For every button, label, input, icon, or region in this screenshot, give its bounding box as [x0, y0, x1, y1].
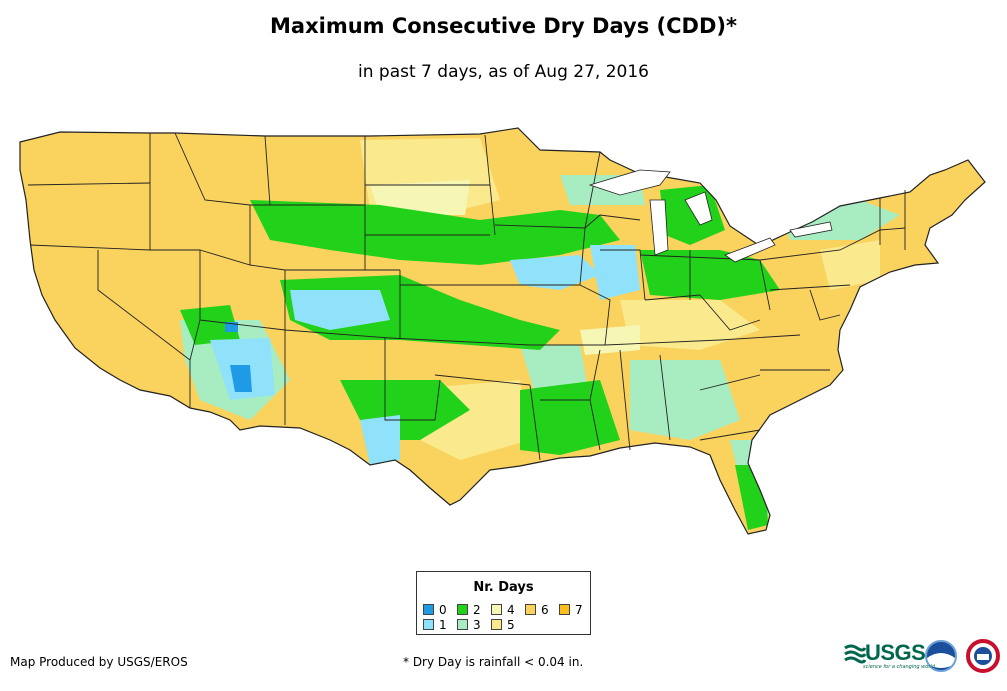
- region-2day-utah: [180, 305, 240, 345]
- region-1day-iowa: [510, 255, 600, 290]
- legend-item-6: 6: [525, 604, 549, 616]
- legend-label: 0: [439, 603, 447, 617]
- legend-label: 6: [541, 603, 549, 617]
- region-5day-pennsylvania: [820, 240, 880, 290]
- state-boundaries: [19, 127, 986, 535]
- legend-swatch: [423, 619, 434, 630]
- map-subtitle: in past 7 days, as of Aug 27, 2016: [358, 62, 649, 82]
- legend-item-7: 7: [559, 604, 583, 616]
- legend-item-0: 0: [423, 604, 447, 616]
- region-5day-kentucky: [620, 300, 760, 350]
- region-1day-sw-texas: [360, 415, 400, 465]
- dry-day-footnote: * Dry Day is rainfall < 0.04 in.: [403, 655, 584, 669]
- great-lakes: [588, 169, 833, 263]
- legend-label: 4: [507, 603, 515, 617]
- map-title: Maximum Consecutive Dry Days (CDD)*: [270, 14, 737, 38]
- legend-item-3: 3: [457, 619, 481, 631]
- nws-logo-icon: [966, 639, 1000, 673]
- lake-huron: [684, 191, 713, 226]
- usgs-logo-text: USGS: [865, 640, 926, 665]
- region-4day-sd: [370, 180, 470, 215]
- region-3day-al: [630, 360, 740, 440]
- region-4day-mo: [580, 325, 640, 355]
- logo-graphics: [844, 639, 1000, 673]
- legend-item-4: 4: [491, 604, 515, 616]
- legend-item-1: 1: [423, 619, 447, 631]
- region-0day-arizona: [230, 365, 252, 392]
- noaa-logo-icon: [925, 640, 957, 672]
- legend-swatch: [525, 604, 536, 615]
- producer-credit: Map Produced by USGS/EROS: [10, 655, 188, 669]
- dry-day-regions: [180, 138, 900, 530]
- legend-item-2: 2: [457, 604, 481, 616]
- legend-swatch: [457, 619, 468, 630]
- legend-label: 2: [473, 603, 481, 617]
- lake-erie: [724, 237, 776, 263]
- region-1day-illinois: [590, 245, 640, 300]
- legend-label: 7: [575, 603, 583, 617]
- lake-michigan: [649, 199, 669, 256]
- legend-swatch: [491, 604, 502, 615]
- lake-ontario: [789, 221, 833, 238]
- usgs-tagline: science for a changing world: [863, 664, 935, 670]
- region-2day-northern-plains: [250, 200, 620, 265]
- region-2day-la-ms: [520, 380, 620, 455]
- legend-title: Nr. Days: [473, 580, 534, 595]
- legend-swatch: [457, 604, 468, 615]
- legend-label: 3: [473, 618, 481, 632]
- legend-swatch: [423, 604, 434, 615]
- legend-label: 5: [507, 618, 515, 632]
- usgs-logo-icon: [844, 644, 867, 664]
- legend-item-5: 5: [491, 619, 515, 631]
- region-1day-colorado: [290, 290, 390, 330]
- legend-label: 1: [439, 618, 447, 632]
- agency-logos: USGS science for a changing world: [843, 638, 1003, 678]
- lake-superior: [588, 169, 671, 196]
- region-2day-michigan: [660, 185, 725, 245]
- legend-swatch: [559, 604, 570, 615]
- legend-swatch: [491, 619, 502, 630]
- region-2day-oh-valley: [640, 250, 780, 300]
